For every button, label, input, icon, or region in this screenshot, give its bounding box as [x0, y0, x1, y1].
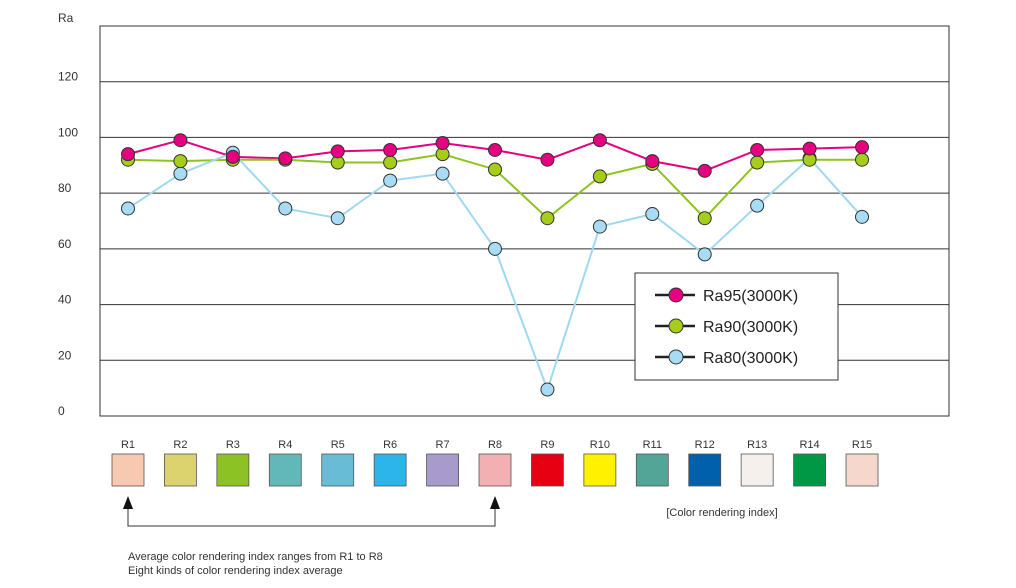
- data-point-0: [592, 133, 607, 148]
- y-tick-label: 60: [58, 237, 72, 251]
- data-point-2: [592, 219, 607, 234]
- color-swatch: [740, 453, 774, 487]
- data-point-0: [121, 147, 135, 162]
- x-category-label: R8: [488, 439, 502, 451]
- color-swatch: [426, 453, 459, 487]
- legend-label: Ra80(3000K): [703, 350, 798, 367]
- color-swatch: [164, 453, 197, 487]
- data-point-2: [750, 198, 765, 213]
- arrow-up-icon: [123, 496, 133, 509]
- data-point-2: [697, 247, 712, 262]
- data-point-1: [855, 152, 870, 167]
- x-category-label: R9: [540, 439, 554, 451]
- color-swatch: [111, 453, 145, 487]
- x-category-label: R4: [278, 439, 292, 451]
- data-point-2: [540, 382, 555, 397]
- y-tick-label: 20: [58, 348, 72, 362]
- data-point-0: [540, 152, 555, 167]
- annotation-label: [Color rendering index]: [666, 507, 777, 519]
- color-swatch: [321, 453, 355, 487]
- data-point-0: [225, 149, 240, 164]
- legend-marker: [668, 318, 684, 334]
- plot-frame: [99, 25, 950, 417]
- x-category-label: R1: [121, 439, 135, 451]
- data-point-2: [278, 201, 293, 216]
- data-point-1: [383, 155, 398, 170]
- legend-label: Ra95(3000K): [703, 288, 798, 305]
- data-point-0: [173, 133, 188, 148]
- data-point-2: [173, 166, 188, 181]
- note-line-1: Average color rendering index ranges fro…: [128, 551, 383, 563]
- x-category-label: R11: [643, 439, 662, 451]
- data-point-1: [592, 169, 607, 184]
- data-point-0: [697, 163, 712, 178]
- x-category-label: R12: [695, 439, 715, 451]
- data-point-0: [330, 144, 345, 159]
- color-swatch: [635, 453, 669, 487]
- x-category-label: R14: [799, 439, 819, 451]
- data-point-0: [383, 142, 398, 157]
- y-axis-label: Ra: [58, 11, 74, 25]
- y-tick-label: 80: [58, 181, 72, 195]
- legend-label: Ra90(3000K): [703, 319, 798, 336]
- data-point-0: [750, 142, 765, 157]
- legend-marker: [668, 287, 684, 303]
- data-point-1: [540, 211, 555, 226]
- data-point-2: [435, 166, 450, 181]
- y-tick-label: 120: [58, 70, 78, 84]
- data-point-1: [750, 155, 765, 170]
- data-point-2: [488, 241, 503, 256]
- x-category-label: R15: [852, 439, 872, 451]
- arrow-up-icon: [490, 496, 501, 509]
- data-point-0: [802, 141, 817, 156]
- x-category-label: R10: [590, 439, 610, 451]
- y-tick-label: 100: [58, 125, 78, 139]
- range-bracket: [127, 504, 496, 527]
- x-category-label: R2: [173, 439, 187, 451]
- color-swatch: [268, 453, 302, 487]
- legend-marker: [668, 349, 684, 365]
- x-category-label: R13: [747, 439, 767, 451]
- data-point-1: [488, 162, 503, 177]
- y-tick-label: 40: [58, 293, 72, 307]
- color-swatch: [216, 453, 250, 487]
- data-point-2: [855, 209, 870, 224]
- color-swatch: [478, 453, 512, 487]
- data-point-0: [488, 142, 503, 157]
- data-point-1: [697, 211, 712, 226]
- note-line-2: Eight kinds of color rendering index ave…: [128, 565, 343, 577]
- color-swatch: [793, 453, 826, 487]
- data-point-0: [278, 151, 293, 166]
- color-swatch: [583, 453, 617, 487]
- data-point-0: [435, 136, 450, 150]
- data-point-0: [855, 140, 870, 155]
- color-swatch: [531, 453, 564, 487]
- x-category-label: R5: [331, 439, 345, 451]
- data-point-2: [645, 207, 660, 222]
- y-tick-label: 0: [58, 404, 65, 418]
- x-category-label: R6: [383, 439, 397, 451]
- color-swatch: [688, 453, 722, 487]
- color-swatch: [373, 453, 407, 487]
- x-category-label: R7: [436, 439, 450, 451]
- data-point-0: [645, 154, 660, 169]
- data-point-1: [173, 154, 188, 169]
- data-point-2: [383, 173, 398, 188]
- x-category-label: R3: [226, 439, 240, 451]
- data-point-2: [121, 201, 135, 216]
- color-swatch: [845, 453, 879, 487]
- data-point-2: [330, 211, 345, 226]
